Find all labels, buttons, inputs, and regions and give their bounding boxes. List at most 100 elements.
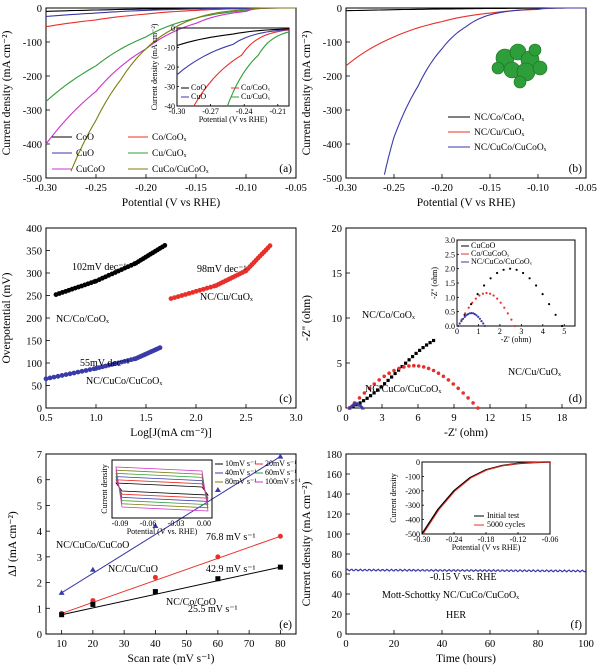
inset-cv-loop <box>115 479 209 499</box>
legend-label: NC/Cu/CuOₓ <box>474 128 525 138</box>
y-tick-label: -500 <box>323 174 342 185</box>
data-point <box>277 564 283 570</box>
data-point <box>426 366 431 371</box>
x-tick-label: -0.25 <box>85 183 107 194</box>
x-tick-label: 1.0 <box>89 413 102 424</box>
inset-point <box>548 303 551 306</box>
y-tick-label: -20 <box>164 63 175 72</box>
y-axis-label: Current density <box>389 473 398 523</box>
legend-label: CuCo/CuCoOₓ <box>152 165 209 175</box>
data-point <box>51 374 57 380</box>
data-point <box>267 243 273 249</box>
panel-c: 0.5 1.0 1.5 2.0 2.5 3.0 0 50 100 150 200 250 300 350 4… <box>1 224 303 439</box>
y-tick-label: 3 <box>37 553 42 564</box>
inset-legend-label: 20mV s⁻¹ <box>265 459 297 468</box>
inset-legend-label: NC/CuCo/CuCoOₓ <box>471 257 533 266</box>
data-point <box>412 363 416 368</box>
x-tick-label: -0.15 <box>185 183 207 194</box>
y-tick-label: 60 <box>332 570 343 581</box>
data-point <box>382 374 387 379</box>
data-point <box>397 366 401 371</box>
inset-frame <box>111 459 213 519</box>
y-tick-label: 120 <box>326 510 342 521</box>
x-tick-label: 3 <box>379 413 384 424</box>
data-point <box>190 290 196 295</box>
y-axis-label: -Z'' (ohm) <box>301 295 313 341</box>
y-tick-label: 15 <box>332 269 343 280</box>
data-point <box>58 589 65 595</box>
inset-point <box>480 320 483 323</box>
inset-y-label: Current density <box>100 464 109 514</box>
inset-point <box>483 324 486 328</box>
x-axis-label: -Z' (ohm) <box>444 427 488 439</box>
data-point <box>277 453 284 459</box>
data-point <box>75 369 81 375</box>
data-point <box>392 368 396 373</box>
data-point <box>471 401 475 405</box>
x-axis-label: Potential (V vs RHE) <box>199 115 268 124</box>
y-tick-label: 2 <box>37 579 42 590</box>
data-point <box>357 396 362 400</box>
y-tick-label: 0 <box>37 630 42 641</box>
data-point <box>172 295 178 300</box>
y-tick-label: 140 <box>326 490 342 501</box>
inset-point <box>535 284 538 287</box>
data-point <box>90 598 96 604</box>
legend-label: NC/CuCo/CuCoOₓ <box>474 143 547 153</box>
panel-a: -0.30 -0.25 -0.20 -0.15 -0.10 -0.05-500-400-3… <box>1 4 307 209</box>
inset-point <box>468 312 471 315</box>
data-point <box>193 288 199 294</box>
panel-label: (d) <box>569 393 583 405</box>
series-line <box>383 7 586 175</box>
inset-line <box>226 31 290 107</box>
y-tick-label: 7 <box>37 450 42 461</box>
data-point <box>400 365 404 369</box>
annotation: HER <box>446 610 466 621</box>
inset-x-tick-label: 0.00 <box>197 519 211 528</box>
annotation: NC/Co/CoO <box>166 597 216 608</box>
x-tick-label: 80 <box>275 639 286 650</box>
inset-legend-label: Cu/CuOₓ <box>241 92 271 101</box>
sphere <box>513 75 527 89</box>
x-tick-label: 40 <box>437 639 448 650</box>
y-tick-label: -300 <box>323 106 342 117</box>
data-point <box>83 368 89 373</box>
data-point <box>67 371 73 377</box>
inset-point <box>561 324 564 328</box>
x-tick-label: 4 <box>541 327 545 336</box>
inset-point <box>475 314 478 317</box>
x-tick-label: -0.24 <box>236 107 253 116</box>
panel-label: (f) <box>571 619 583 631</box>
data-point <box>55 373 61 379</box>
data-point <box>407 358 411 362</box>
y-tick-label: 3.0 <box>445 236 455 245</box>
data-point <box>358 401 362 405</box>
inset-point <box>467 313 470 316</box>
inset-point <box>481 292 484 295</box>
x-tick-label: -0.05 <box>575 183 597 194</box>
y-tick-label: 0 <box>337 630 342 641</box>
y-tick-label: -40 <box>164 102 175 111</box>
data-point <box>162 243 168 248</box>
plot-frame <box>45 7 297 179</box>
x-tick-label: 2 <box>498 327 502 336</box>
y-tick-label: -200 <box>23 72 42 83</box>
inset-point <box>457 324 460 328</box>
inset-legend-label: 60mV s⁻¹ <box>265 468 297 477</box>
x-tick-label: 20 <box>389 639 400 650</box>
sphere <box>532 60 548 76</box>
x-axis-label: Scan rate (mV s⁻¹) <box>128 653 215 665</box>
x-tick-label: 0 <box>343 639 348 650</box>
inset-point <box>463 315 466 318</box>
fit-line <box>61 456 281 594</box>
fit-line <box>61 566 281 616</box>
data-point <box>456 386 461 391</box>
data-point <box>175 294 181 299</box>
sphere <box>528 43 542 57</box>
y-tick-label: 200 <box>26 314 42 325</box>
inset-legend-label: 40mV s⁻¹ <box>225 468 257 477</box>
y-tick-label: -300 <box>405 501 420 510</box>
inset-point <box>465 314 468 317</box>
